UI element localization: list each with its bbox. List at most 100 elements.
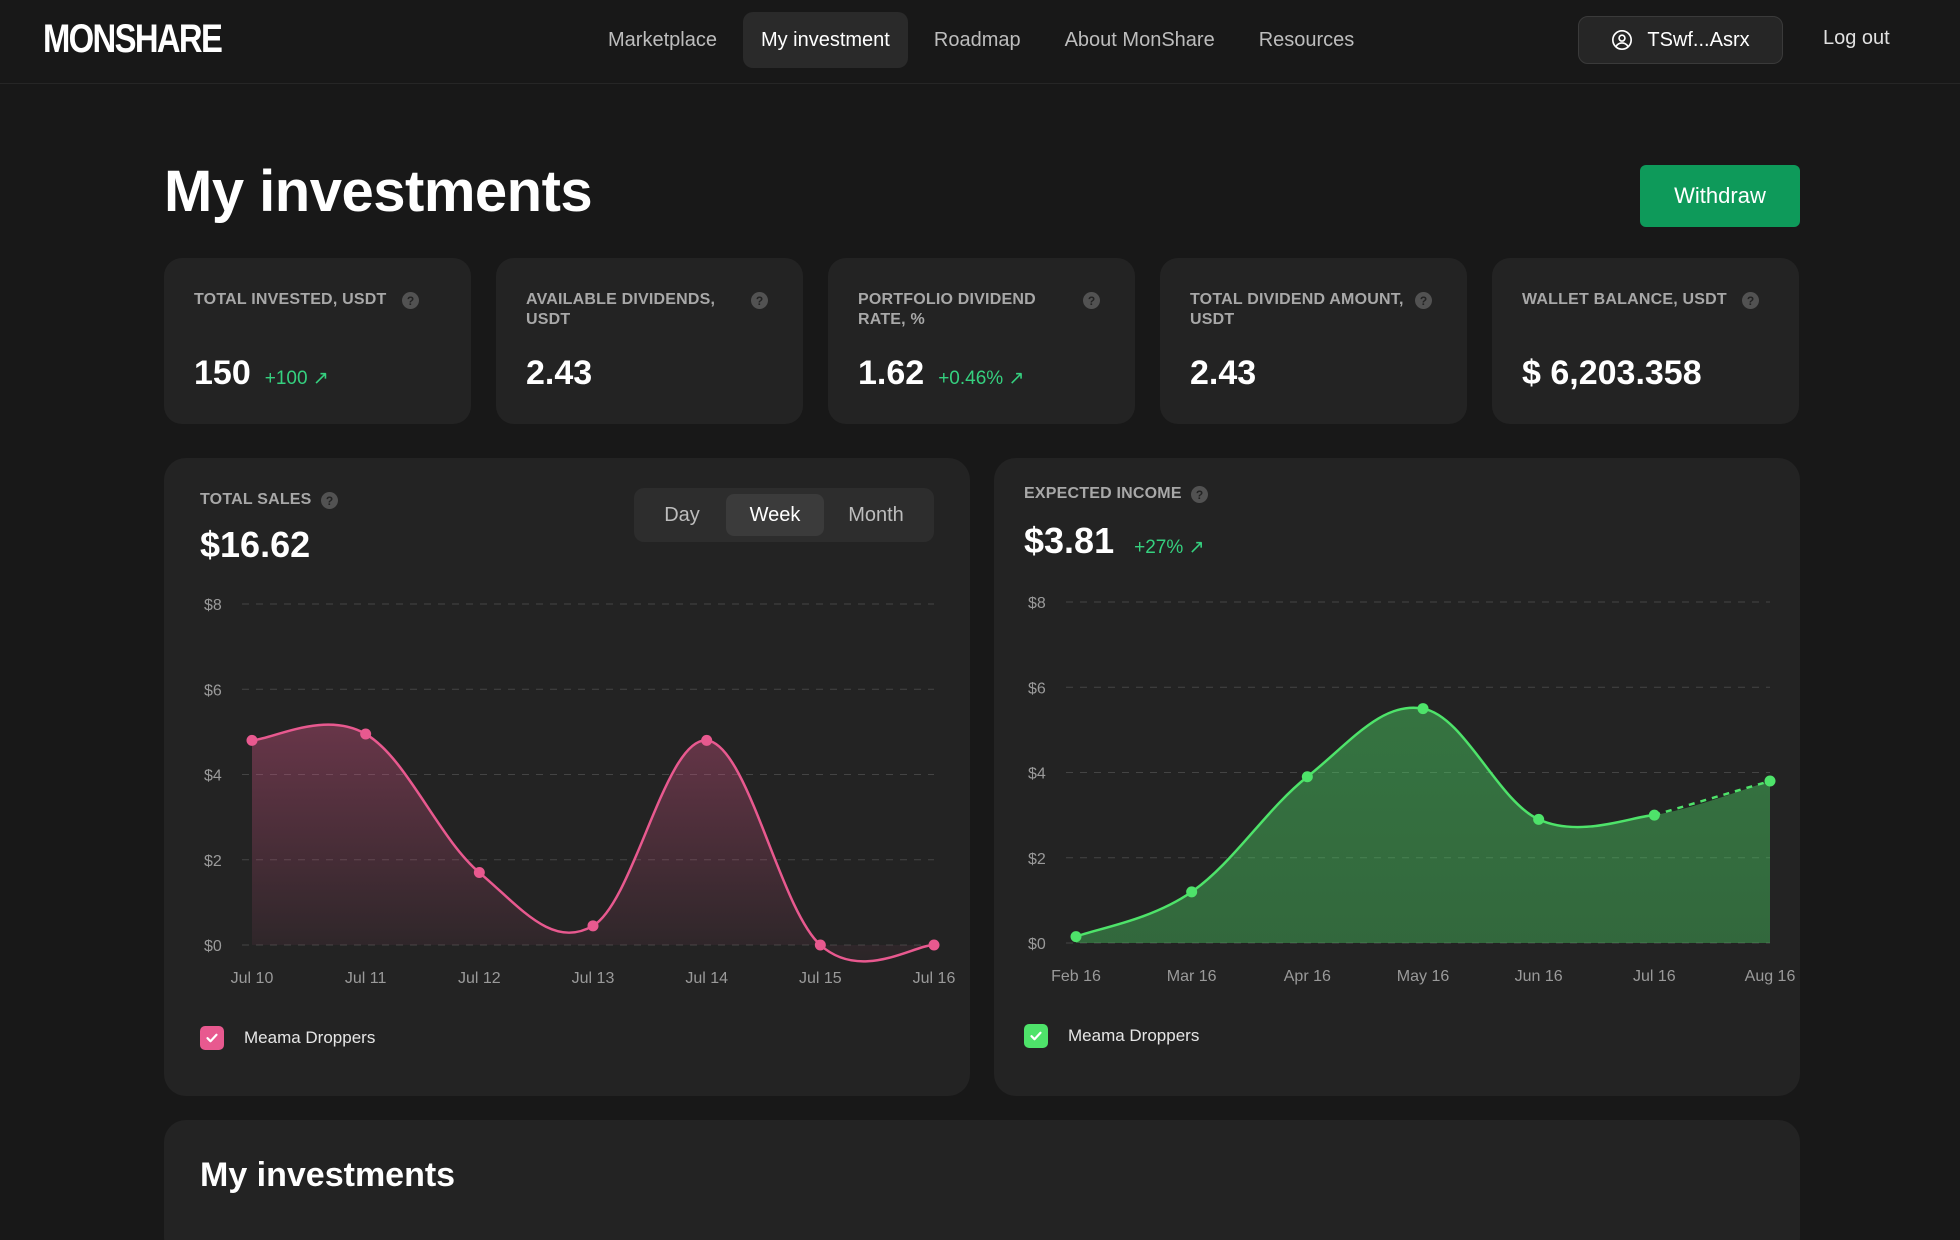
data-point xyxy=(928,939,940,951)
expected-income-card: EXPECTED INCOME ? $3.81 +27% ↗ $0 $2 $4 $6 $… xyxy=(994,458,1800,1096)
period-month-tab[interactable]: Month xyxy=(848,503,904,526)
period-day-tab[interactable]: Day xyxy=(664,503,700,526)
x-tick-label: Jul 10 xyxy=(231,970,274,987)
help-icon[interactable]: ? xyxy=(751,292,768,309)
data-point xyxy=(1417,703,1429,715)
stat-number: $ 6,203.358 xyxy=(1522,354,1702,392)
help-icon[interactable]: ? xyxy=(1415,292,1432,309)
x-tick-label: Jul 13 xyxy=(572,970,615,987)
y-tick-label: $0 xyxy=(1028,936,1046,953)
nav-item-resources[interactable]: Resources xyxy=(1258,28,1355,51)
x-tick-label: Aug 16 xyxy=(1745,968,1796,985)
stat-label: PORTFOLIO DIVIDEND RATE, % xyxy=(858,291,1036,328)
checkbox-checked-icon[interactable] xyxy=(1024,1024,1048,1048)
series-area xyxy=(1076,707,1770,943)
expected-income-amount: $3.81 xyxy=(1024,520,1115,561)
total-sales-label: TOTAL SALES xyxy=(200,491,312,508)
x-tick-label: Jul 15 xyxy=(799,970,842,987)
withdraw-button[interactable]: Withdraw xyxy=(1640,165,1800,227)
legend-item[interactable]: Meama Droppers xyxy=(200,1026,375,1050)
total-sales-card: TOTAL SALES ? $16.62 Day Week Month $0 $2… xyxy=(164,458,970,1096)
stat-value: $ 6,203.358 xyxy=(1522,354,1702,393)
y-tick-label: $4 xyxy=(1028,766,1046,783)
my-investments-section: My investments xyxy=(164,1120,1800,1240)
total-sales-amount: $16.62 xyxy=(200,524,311,565)
stat-number: 1.62 xyxy=(858,354,925,392)
nav-item-about[interactable]: About MonShare xyxy=(1064,28,1215,51)
x-tick-label: May 16 xyxy=(1397,968,1450,985)
x-tick-label: Jul 12 xyxy=(458,970,501,987)
stat-value: 1.62 +0.46% ↗ xyxy=(858,354,1024,393)
section-title: My investments xyxy=(200,1156,456,1194)
monshare-logo[interactable]: MONSHARE xyxy=(43,16,223,61)
help-icon[interactable]: ? xyxy=(1083,292,1100,309)
nav-item-my-investment[interactable]: My investment xyxy=(742,12,908,68)
stat-card-total-invested: TOTAL INVESTED, USDT ? 150 +100 ↗ xyxy=(164,258,471,424)
x-tick-label: Jul 16 xyxy=(913,970,956,987)
data-point xyxy=(360,728,372,740)
expected-income-chart: $0 $2 $4 $6 $8 Feb 16 Mar 16 Apr 16 May 16 Jun 16… xyxy=(1028,595,1796,985)
expected-income-label: EXPECTED INCOME xyxy=(1024,485,1182,502)
nav-item-marketplace[interactable]: Marketplace xyxy=(608,28,717,51)
stat-number: 150 xyxy=(194,354,251,392)
data-point xyxy=(701,734,713,746)
data-point xyxy=(1533,813,1545,825)
page-title: My investments xyxy=(164,159,593,224)
y-tick-label: $2 xyxy=(1028,851,1046,868)
stat-value: 2.43 xyxy=(526,354,592,393)
stat-value: 150 +100 ↗ xyxy=(194,354,329,393)
data-point xyxy=(1764,775,1776,787)
x-tick-label: Mar 16 xyxy=(1167,968,1217,985)
total-sales-value: $16.62 xyxy=(200,524,310,566)
y-tick-label: $2 xyxy=(204,853,222,870)
data-point xyxy=(1070,931,1082,943)
series-line xyxy=(1075,706,1655,938)
legend-item[interactable]: Meama Droppers xyxy=(1024,1024,1199,1048)
checkbox-checked-icon[interactable] xyxy=(200,1026,224,1050)
help-icon[interactable]: ? xyxy=(402,292,419,309)
stat-card-available-dividends: AVAILABLE DIVIDENDS, USDT ? 2.43 xyxy=(496,258,803,424)
y-tick-label: $8 xyxy=(1028,595,1046,612)
wallet-account-button[interactable]: TSwf...Asrx xyxy=(1578,16,1783,64)
data-point xyxy=(1186,886,1198,898)
x-tick-label: Jul 16 xyxy=(1633,968,1676,985)
expected-income-value: $3.81 +27% ↗ xyxy=(1024,520,1204,562)
top-navigation-bar: MONSHARE Marketplace My investment Roadm… xyxy=(0,0,1960,84)
stat-label: AVAILABLE DIVIDENDS, USDT xyxy=(526,291,716,328)
data-point xyxy=(814,939,826,951)
legend-label: Meama Droppers xyxy=(1068,1026,1200,1045)
data-point xyxy=(1648,809,1660,821)
x-tick-label: Apr 16 xyxy=(1284,968,1331,985)
stat-card-total-dividend: TOTAL DIVIDEND AMOUNT, USDT ? 2.43 xyxy=(1160,258,1467,424)
stat-label: WALLET BALANCE, USDT xyxy=(1522,291,1727,308)
series-line xyxy=(251,723,935,963)
stats-row: TOTAL INVESTED, USDT ? 150 +100 ↗ AVAILA… xyxy=(164,258,1799,424)
x-tick-label: Feb 16 xyxy=(1051,968,1101,985)
series-area xyxy=(252,724,934,962)
stat-number: 2.43 xyxy=(526,354,593,392)
y-tick-label: $0 xyxy=(204,938,222,955)
x-tick-label: Jul 11 xyxy=(345,970,387,987)
y-tick-label: $4 xyxy=(204,768,222,785)
help-icon[interactable]: ? xyxy=(1742,292,1759,309)
y-tick-label: $6 xyxy=(1028,680,1046,697)
stat-delta: +0.46% ↗ xyxy=(938,368,1025,389)
x-tick-label: Jul 14 xyxy=(685,970,728,987)
help-icon[interactable]: ? xyxy=(1191,486,1208,503)
stat-number: 2.43 xyxy=(1190,354,1257,392)
help-icon[interactable]: ? xyxy=(321,492,338,509)
stat-delta: +100 ↗ xyxy=(264,368,329,389)
legend-label: Meama Droppers xyxy=(244,1028,376,1047)
period-week-tab[interactable]: Week xyxy=(726,494,824,536)
stat-label: TOTAL DIVIDEND AMOUNT, USDT xyxy=(1190,291,1404,328)
wallet-address: TSwf...Asrx xyxy=(1647,28,1750,51)
logout-link[interactable]: Log out xyxy=(1823,27,1890,49)
y-tick-label: $8 xyxy=(204,597,222,614)
total-sales-chart: $0 $2 $4 $6 $8 Jul 10 Jul 11 Jul 12 Jul 13 Jul 14… xyxy=(204,597,956,987)
data-point xyxy=(473,867,485,879)
stat-card-wallet-balance: WALLET BALANCE, USDT ? $ 6,203.358 xyxy=(1492,258,1799,424)
y-tick-label: $6 xyxy=(204,682,222,699)
expected-income-delta: +27% ↗ xyxy=(1134,537,1205,558)
nav-item-roadmap[interactable]: Roadmap xyxy=(933,28,1021,51)
projected-line xyxy=(1653,779,1771,817)
